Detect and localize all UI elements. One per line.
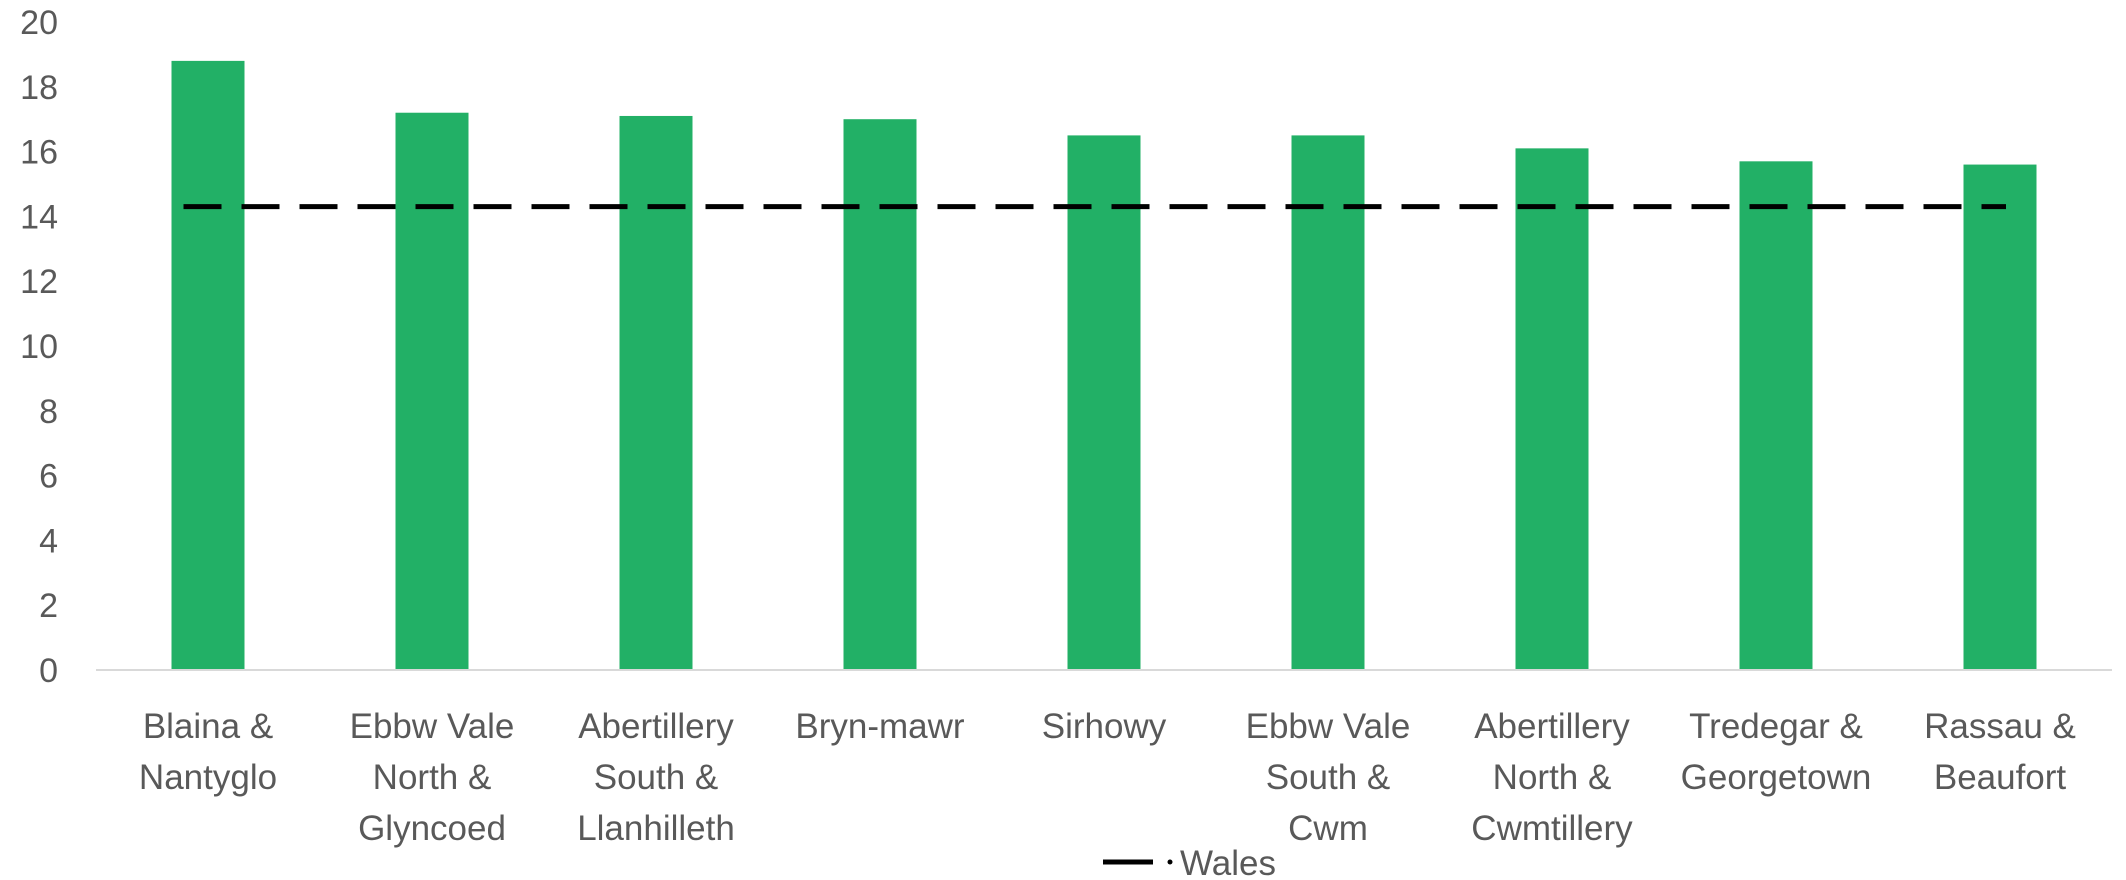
x-category-label: Tredegar & Georgetown xyxy=(1681,707,1872,797)
x-category-label-line: Cwmtillery xyxy=(1471,809,1633,848)
x-category-label: Bryn-mawr xyxy=(795,707,965,746)
x-category-label-line: Ebbw Vale xyxy=(1246,707,1411,746)
bar xyxy=(1515,148,1589,671)
bar xyxy=(1963,164,2037,670)
y-axis: 0 2 4 6 8 10 12 14 16 18 20 xyxy=(20,4,58,690)
y-tick-label: 18 xyxy=(20,69,58,107)
bar xyxy=(171,60,245,670)
x-category-label: Ebbw Vale North & Glyncoed xyxy=(350,707,515,848)
x-category-label: Ebbw Vale South & Cwm xyxy=(1246,707,1411,848)
x-category-label-line: Blaina & xyxy=(143,707,273,746)
y-tick-label: 10 xyxy=(20,328,58,366)
x-category-label: Rassau & Beaufort xyxy=(1924,707,2076,797)
x-category-label-line: South & xyxy=(594,758,719,797)
y-tick-label: 12 xyxy=(20,263,58,301)
bars xyxy=(171,60,2037,671)
x-category-label-line: Tredegar & xyxy=(1689,707,1863,746)
x-category-label-line: North & xyxy=(373,758,492,797)
x-category-label-line: Glyncoed xyxy=(358,809,506,848)
x-category-label-line: Rassau & xyxy=(1924,707,2076,746)
x-category-label-line: Georgetown xyxy=(1681,758,1872,797)
x-category-label-line: Cwm xyxy=(1288,809,1368,848)
bar xyxy=(395,112,469,671)
bar xyxy=(1739,161,1813,670)
x-axis-labels: Blaina & Nantyglo Ebbw Vale North & Glyncoed… xyxy=(139,707,2076,848)
x-category-label: Abertillery North & Cwmtillery xyxy=(1471,707,1633,848)
x-category-label-line: Ebbw Vale xyxy=(350,707,515,746)
bar xyxy=(843,119,917,670)
x-category-label-line: North & xyxy=(1493,758,1612,797)
y-tick-label: 16 xyxy=(20,134,58,172)
x-category-label: Abertillery South & Llanhilleth xyxy=(577,707,735,848)
y-tick-label: 6 xyxy=(39,458,58,496)
x-category-label-line: South & xyxy=(1266,758,1391,797)
x-category-label: Blaina & Nantyglo xyxy=(139,707,277,797)
x-category-label-line: Abertillery xyxy=(578,707,734,746)
x-category-label-line: Sirhowy xyxy=(1042,707,1167,746)
x-category-label-line: Nantyglo xyxy=(139,758,277,797)
legend-label-wales: Wales xyxy=(1180,844,1276,880)
bar xyxy=(1067,135,1141,670)
y-tick-label: 4 xyxy=(39,522,58,560)
y-tick-label: 2 xyxy=(39,587,58,625)
y-tick-label: 8 xyxy=(39,393,58,431)
x-category-label-line: Beaufort xyxy=(1934,758,2067,797)
y-tick-label: 20 xyxy=(20,4,58,42)
bar xyxy=(619,115,693,670)
y-tick-label: 14 xyxy=(20,198,58,236)
bar xyxy=(1291,135,1365,670)
x-category-label: Sirhowy xyxy=(1042,707,1167,746)
x-category-label-line: Bryn-mawr xyxy=(795,707,965,746)
legend-marker-wales xyxy=(1167,859,1173,865)
y-tick-label: 0 xyxy=(39,652,58,690)
x-category-label-line: Llanhilleth xyxy=(577,809,735,848)
x-category-label-line: Abertillery xyxy=(1474,707,1630,746)
legend: Wales xyxy=(1103,844,1276,880)
